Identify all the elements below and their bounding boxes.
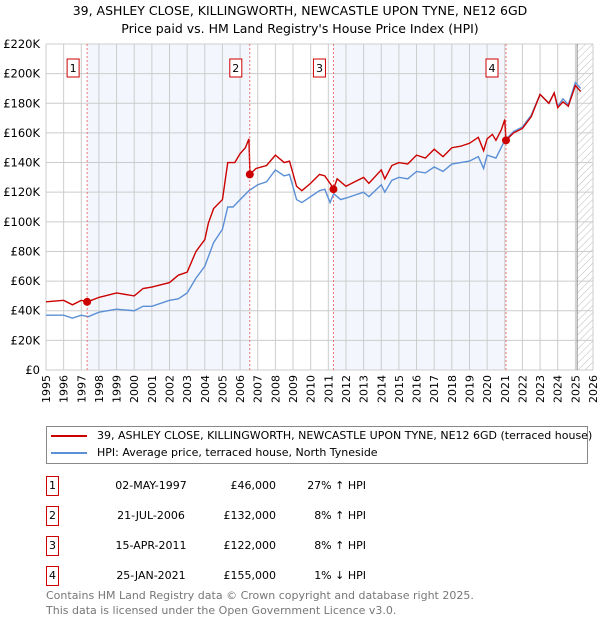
sale-date: 15-APR-2011 [115, 539, 187, 552]
legend: 39, ASHLEY CLOSE, KILLINGWORTH, NEWCASTL… [46, 426, 592, 464]
x-tick-label: 2000 [128, 375, 141, 403]
sale-label: 4 [489, 62, 496, 75]
price-chart: 1995 1996 1997 1998 1999 2000 2001 2002 2003 2004… [3, 37, 600, 403]
sale-date: 02-MAY-1997 [115, 479, 187, 492]
legend-swatch-hpi [51, 452, 87, 454]
sale-point [245, 170, 254, 179]
y-tick-label: £120K [3, 185, 40, 199]
x-tick-label: 2025 [569, 375, 582, 403]
footer-licence: This data is licensed under the Open Gov… [46, 604, 397, 617]
x-tick-label: 2010 [305, 375, 318, 403]
sale-label: 1 [70, 62, 77, 75]
x-tick-label: 2002 [164, 375, 177, 403]
x-tick-label: 1997 [75, 375, 88, 403]
footer-copyright: Contains HM Land Registry data © Crown c… [46, 589, 474, 602]
sale-price: £155,000 [223, 569, 277, 582]
x-tick-label: 2024 [552, 375, 565, 403]
x-tick-label: 2001 [146, 375, 159, 403]
legend-swatch-price [51, 435, 87, 437]
y-tick-label: £200K [3, 67, 40, 81]
y-tick-label: £20K [11, 333, 41, 347]
y-tick-label: £140K [3, 156, 40, 170]
x-tick-label: 2006 [234, 375, 247, 403]
y-tick-label: £40K [11, 304, 41, 318]
chart-subtitle: Price paid vs. HM Land Registry's House … [121, 21, 479, 36]
x-tick-label: 2017 [428, 375, 441, 403]
future-hatch [577, 44, 593, 370]
shade-region [87, 44, 250, 370]
y-tick-label: £100K [3, 215, 40, 229]
legend-label-price: 39, ASHLEY CLOSE, KILLINGWORTH, NEWCASTL… [97, 429, 593, 442]
price-line [45, 84, 582, 306]
sale-price: £46,000 [230, 479, 277, 492]
sale-number: 1 [46, 476, 59, 496]
y-tick-label: £160K [3, 126, 40, 140]
x-tick-label: 2023 [534, 375, 547, 403]
chart-title: 39, ASHLEY CLOSE, KILLINGWORTH, NEWCASTL… [72, 3, 528, 18]
x-tick-label: 2014 [375, 375, 388, 403]
sale-hpi-diff: 27% ↑ HPI [307, 479, 366, 492]
legend-label-hpi: HPI: Average price, terraced house, Nort… [97, 446, 378, 459]
sale-row: 2 21-JUL-2006 £132,000 8% ↑ HPI [46, 506, 600, 526]
sale-label: 2 [232, 62, 239, 75]
x-tick-label: 2012 [340, 375, 353, 403]
sale-number: 3 [46, 536, 59, 556]
x-tick-label: 2008 [269, 375, 282, 403]
x-tick-label: 2026 [587, 375, 600, 403]
y-tick-label: £60K [11, 274, 41, 288]
x-tick-label: 2003 [181, 375, 194, 403]
sale-number: 2 [46, 506, 59, 526]
x-tick-label: 2004 [199, 375, 212, 403]
sale-price: £132,000 [223, 509, 277, 522]
y-tick-label: £80K [11, 244, 41, 258]
x-tick-label: 2005 [216, 375, 229, 403]
sale-date: 21-JUL-2006 [117, 509, 185, 522]
y-tick-label: £180K [3, 96, 40, 110]
x-tick-label: 2009 [287, 375, 300, 403]
x-tick-label: 2019 [463, 375, 476, 403]
sale-row: 4 25-JAN-2021 £155,000 1% ↓ HPI [46, 566, 600, 586]
sale-point [329, 185, 338, 194]
x-tick-label: 2016 [411, 375, 424, 403]
sale-point [502, 136, 511, 145]
sale-date: 25-JAN-2021 [116, 569, 186, 582]
x-tick-label: 2011 [322, 375, 335, 403]
shade-region [333, 44, 507, 370]
x-tick-label: 1999 [111, 375, 124, 403]
sale-label: 3 [316, 62, 323, 75]
sale-hpi-diff: 8% ↑ HPI [314, 539, 366, 552]
x-tick-label: 1998 [93, 375, 106, 403]
sale-point [83, 297, 92, 306]
sale-hpi-diff: 1% ↓ HPI [314, 569, 366, 582]
x-tick-label: 1995 [40, 375, 53, 403]
sale-hpi-diff: 8% ↑ HPI [314, 509, 366, 522]
sale-label-box [312, 58, 326, 78]
sale-label-box [229, 58, 243, 78]
x-tick-label: 2018 [446, 375, 459, 403]
sale-price: £122,000 [223, 539, 277, 552]
x-tick-label: 1996 [58, 375, 71, 403]
x-tick-label: 2015 [393, 375, 406, 403]
sale-row: 1 02-MAY-1997 £46,000 27% ↑ HPI [46, 476, 600, 496]
sale-label-box [66, 58, 80, 78]
y-tick-label: £220K [3, 37, 40, 51]
x-tick-label: 2007 [252, 375, 265, 403]
x-tick-label: 2013 [358, 375, 371, 403]
sale-number: 4 [46, 566, 59, 586]
x-tick-label: 2020 [481, 375, 494, 403]
x-tick-label: 2022 [516, 375, 529, 403]
y-tick-label: £0 [25, 363, 40, 377]
sale-row: 3 15-APR-2011 £122,000 8% ↑ HPI [46, 536, 600, 556]
sale-label-box [485, 58, 499, 78]
x-tick-label: 2021 [499, 375, 512, 403]
